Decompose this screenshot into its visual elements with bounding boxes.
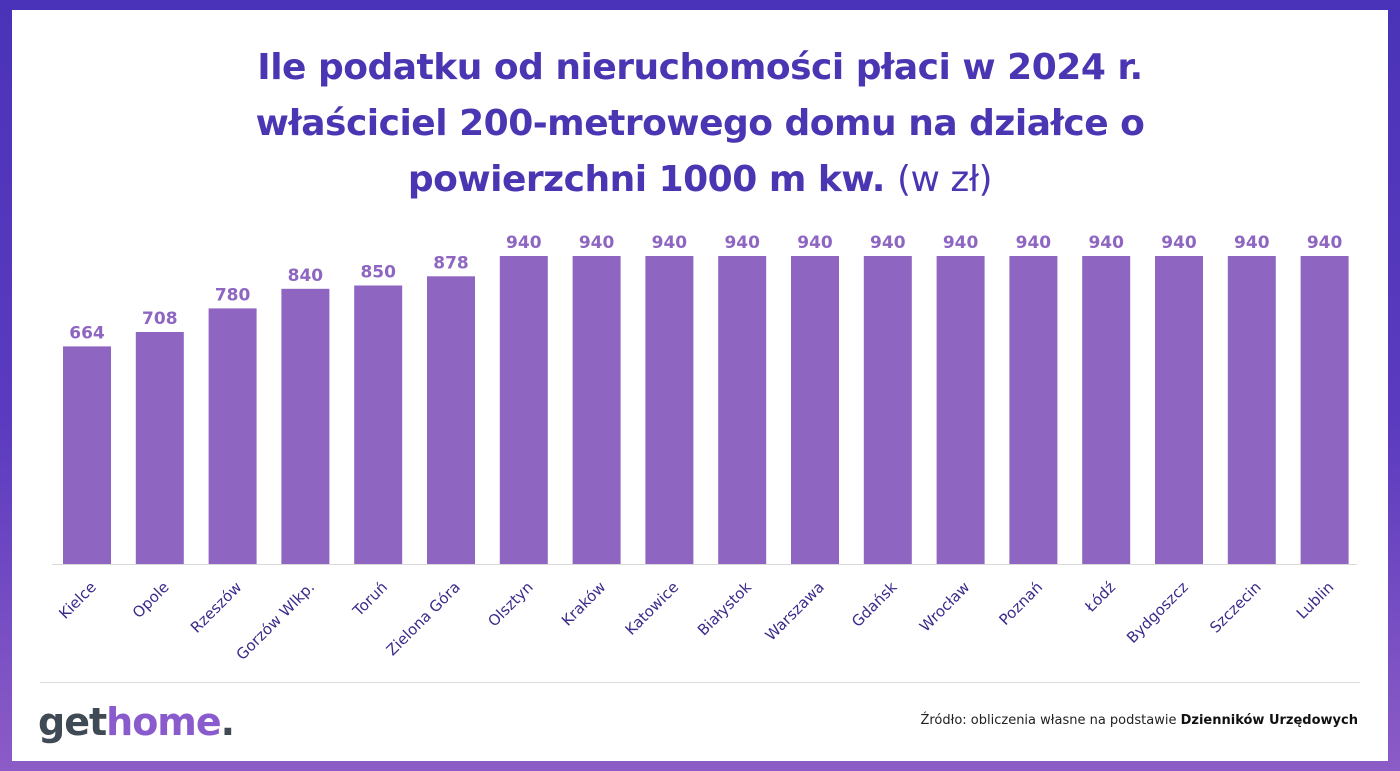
bar-5 [427, 276, 475, 564]
bar-8 [645, 256, 694, 564]
chart-title: Ile podatku od nieruchomości płaci w 202… [12, 40, 1388, 208]
title-line-1: Ile podatku od nieruchomości płaci w 202… [257, 47, 1143, 88]
category-label-9: Białystok [694, 578, 755, 639]
bar-4 [354, 285, 403, 564]
bar-6 [499, 256, 548, 564]
category-label-7: Kraków [558, 578, 609, 629]
value-label-6: 940 [506, 233, 542, 253]
bar-17 [1300, 256, 1349, 564]
bar-12 [936, 256, 985, 564]
category-label-6: Olsztyn [484, 578, 536, 630]
bar-0 [63, 346, 111, 564]
source-prefix: Źródło: obliczenia własne na podstawie [920, 713, 1181, 728]
category-label-17: Lublin [1293, 578, 1338, 623]
category-label-4: Toruń [349, 578, 391, 620]
bar-14 [1082, 256, 1131, 564]
value-label-10: 940 [797, 233, 833, 253]
category-label-3: Gorzów Wlkp. [233, 578, 319, 664]
category-label-14: Łódź [1081, 578, 1119, 616]
category-label-12: Wrocław [916, 578, 973, 635]
bar-7 [572, 256, 621, 564]
bar-10 [791, 256, 839, 564]
bar-chart: 664 Kielce 708 Opole 780 Rzeszów 840 Gorzów Wlk… [52, 233, 1357, 664]
value-label-7: 940 [579, 233, 615, 253]
value-label-3: 840 [288, 266, 324, 286]
gethome-logo: gethome. [38, 700, 235, 744]
value-label-13: 940 [1016, 233, 1052, 253]
source-bold: Dzienników Urzędowych [1180, 713, 1358, 728]
bar-13 [1009, 256, 1058, 564]
value-label-5: 878 [433, 253, 469, 273]
value-label-17: 940 [1307, 233, 1343, 253]
value-label-4: 850 [360, 263, 396, 283]
bar-3 [281, 288, 330, 564]
source-note: Źródło: obliczenia własne na podstawie D… [920, 713, 1358, 728]
category-label-10: Warszawa [762, 578, 828, 644]
title-line-3-bold: powierzchni 1000 m kw. [407, 159, 886, 200]
category-label-16: Szczecin [1206, 578, 1264, 636]
category-label-13: Poznań [995, 578, 1046, 629]
category-label-15: Bydgoszcz [1123, 578, 1192, 647]
value-label-15: 940 [1161, 233, 1197, 253]
category-label-0: Kielce [55, 578, 99, 622]
category-label-1: Opole [129, 578, 173, 622]
category-label-5: Zielona Góra [383, 578, 464, 659]
bar-2 [208, 308, 257, 564]
bar-1 [135, 332, 184, 564]
category-label-2: Rzeszów [187, 578, 245, 636]
value-label-1: 708 [142, 309, 178, 329]
title-unit: (w zł) [896, 159, 993, 200]
value-label-12: 940 [943, 233, 979, 253]
bar-16 [1227, 256, 1276, 564]
bar-11 [863, 256, 912, 564]
footer-divider [40, 682, 1360, 683]
chart-card: Ile podatku od nieruchomości płaci w 202… [12, 10, 1388, 761]
bar-9 [718, 256, 767, 564]
value-label-2: 780 [215, 285, 251, 305]
value-label-0: 664 [69, 323, 105, 343]
category-label-11: Gdańsk [848, 578, 901, 631]
value-label-14: 940 [1088, 233, 1124, 253]
value-label-16: 940 [1234, 233, 1270, 253]
value-label-9: 940 [724, 233, 760, 253]
value-label-11: 940 [870, 233, 906, 253]
title-line-3: powierzchni 1000 m kw. (w zł) [12, 152, 1388, 208]
value-label-8: 940 [652, 233, 688, 253]
category-label-8: Katowice [622, 578, 683, 639]
bar-15 [1155, 256, 1203, 564]
title-line-2: właściciel 200-metrowego domu na działce… [255, 103, 1145, 144]
